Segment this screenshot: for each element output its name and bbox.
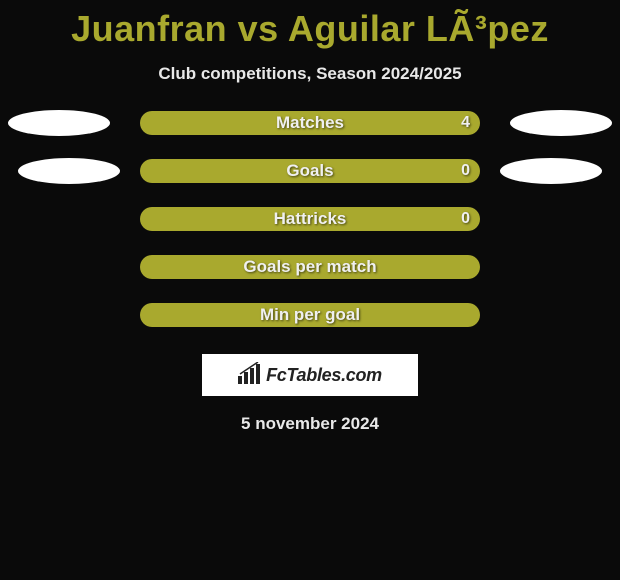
stat-label: Goals bbox=[286, 161, 333, 181]
comparison-widget: Juanfran vs Aguilar LÃ³pez Club competit… bbox=[0, 0, 620, 434]
stat-bar: Goals 0 bbox=[140, 159, 480, 183]
stat-label: Goals per match bbox=[243, 257, 376, 277]
stat-bar: Min per goal bbox=[140, 303, 480, 327]
stat-label: Hattricks bbox=[274, 209, 347, 229]
stats-rows: Matches 4 Goals 0 Hattricks 0 Goals per match M… bbox=[0, 110, 620, 328]
stat-bar: Matches 4 bbox=[140, 111, 480, 135]
stat-bar: Goals per match bbox=[140, 255, 480, 279]
stat-value: 4 bbox=[461, 114, 470, 132]
stat-value: 0 bbox=[461, 210, 470, 228]
stat-row: Matches 4 bbox=[0, 110, 620, 136]
right-ellipse bbox=[500, 158, 602, 184]
stat-value: 0 bbox=[461, 162, 470, 180]
stat-bar: Hattricks 0 bbox=[140, 207, 480, 231]
stat-row: Hattricks 0 bbox=[0, 206, 620, 232]
page-subtitle: Club competitions, Season 2024/2025 bbox=[158, 64, 461, 84]
page-title: Juanfran vs Aguilar LÃ³pez bbox=[71, 8, 549, 50]
stat-row: Goals 0 bbox=[0, 158, 620, 184]
stat-label: Min per goal bbox=[260, 305, 360, 325]
stat-label: Matches bbox=[276, 113, 344, 133]
stat-row: Min per goal bbox=[0, 302, 620, 328]
stat-row: Goals per match bbox=[0, 254, 620, 280]
left-ellipse bbox=[18, 158, 120, 184]
logo-text: FcTables.com bbox=[266, 365, 382, 386]
right-ellipse bbox=[510, 110, 612, 136]
generated-date: 5 november 2024 bbox=[241, 414, 379, 434]
left-ellipse bbox=[8, 110, 110, 136]
source-logo: FcTables.com bbox=[202, 354, 418, 396]
logo-bar-icon bbox=[238, 362, 262, 389]
